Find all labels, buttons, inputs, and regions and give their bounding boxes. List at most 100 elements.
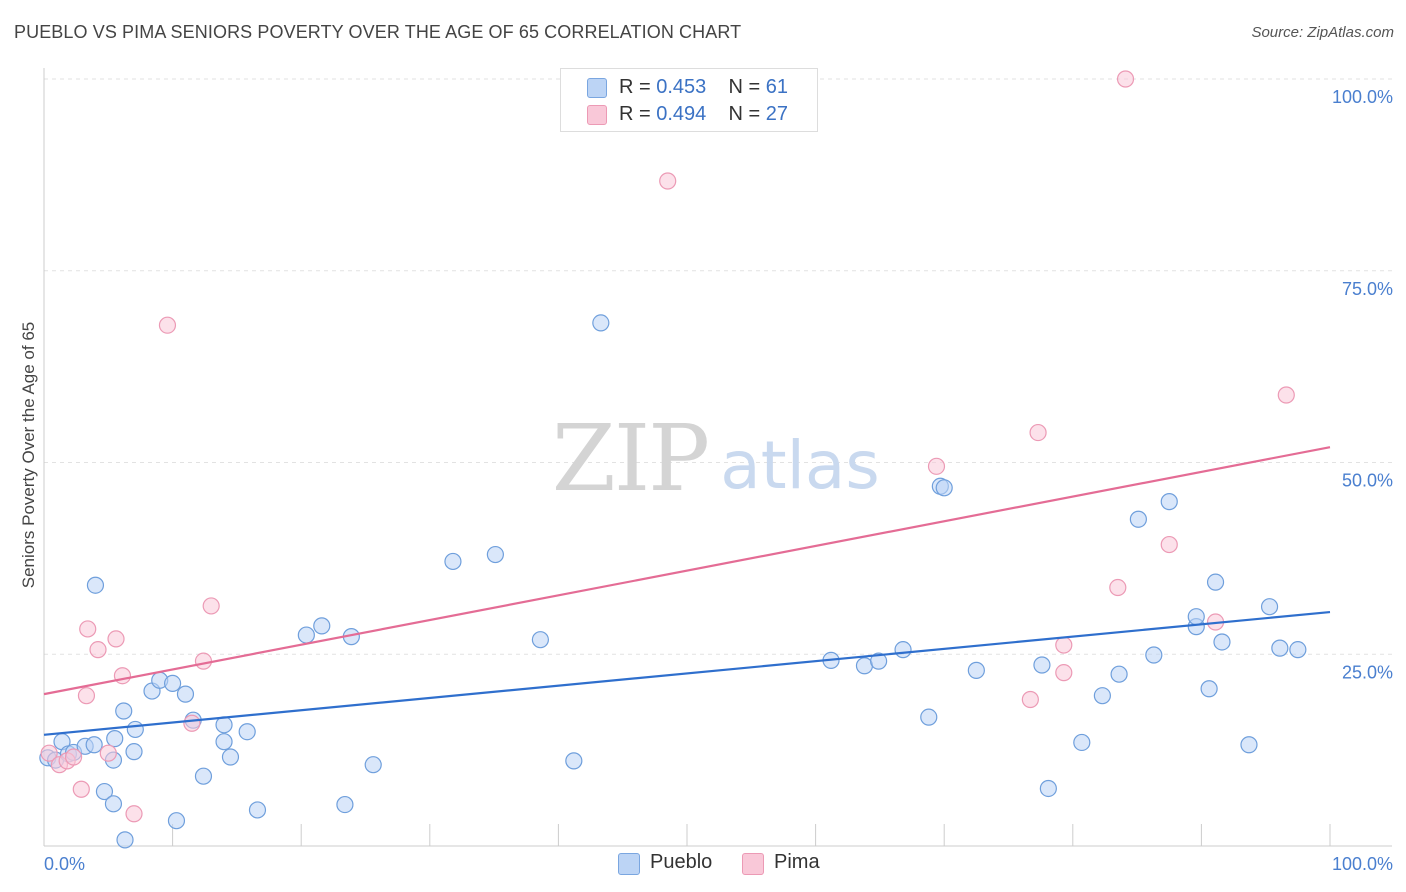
x-tick-label: 0.0%	[44, 854, 85, 874]
data-points	[39, 70, 1307, 849]
data-point-pima	[125, 805, 143, 823]
watermark: ZIP atlas	[552, 405, 880, 512]
data-point-pueblo	[1160, 493, 1178, 511]
legend: R = 0.453 N = 61 R = 0.494 N = 27	[560, 68, 818, 132]
data-point-pueblo	[167, 812, 186, 830]
data-point-pueblo	[486, 545, 504, 564]
data-point-pueblo	[444, 552, 462, 571]
data-point-pueblo	[565, 752, 583, 770]
data-point-pueblo	[126, 720, 144, 739]
y-tick-label: 50.0%	[1342, 471, 1393, 491]
tick-labels: 25.0% 50.0% 75.0% 100.0% 0.0% 100.0%	[44, 87, 1393, 874]
bottom-legend-swatch-pima	[742, 853, 764, 875]
data-point-pueblo	[1129, 510, 1147, 528]
data-point-pima	[99, 744, 117, 762]
data-point-pueblo	[116, 831, 134, 849]
data-point-pima	[1277, 386, 1295, 404]
data-point-pima	[89, 641, 107, 659]
data-point-pueblo	[1240, 736, 1258, 754]
data-point-pueblo	[1093, 687, 1111, 705]
data-point-pueblo	[935, 479, 953, 497]
data-point-pueblo	[86, 576, 105, 594]
y-tick-label: 100.0%	[1332, 87, 1393, 107]
data-point-pima	[183, 714, 201, 732]
grid-lines	[44, 78, 1392, 655]
legend-swatch-pueblo	[587, 78, 607, 98]
data-point-pueblo	[1187, 608, 1205, 626]
data-point-pueblo	[1073, 733, 1091, 752]
data-point-pima	[194, 652, 213, 670]
data-point-pueblo	[967, 661, 985, 679]
legend-n-value: 61	[765, 76, 789, 98]
data-point-pueblo	[1271, 639, 1289, 657]
watermark-zip: ZIP	[552, 405, 708, 512]
data-point-pueblo	[1206, 573, 1225, 591]
data-point-pima	[79, 620, 97, 638]
series-pima	[40, 70, 1295, 823]
data-point-pima	[927, 457, 946, 475]
bottom-legend-swatch-pueblo	[618, 853, 640, 875]
data-point-pueblo	[1289, 641, 1307, 659]
y-tick-label: 75.0%	[1342, 279, 1393, 299]
data-point-pueblo	[115, 702, 133, 720]
data-point-pueblo	[176, 685, 195, 703]
x-tick-label: 100.0%	[1332, 854, 1393, 874]
data-point-pueblo	[894, 641, 912, 659]
data-point-pueblo	[855, 657, 874, 675]
data-point-pueblo	[95, 782, 114, 801]
data-point-pueblo	[870, 652, 888, 670]
data-point-pima	[1021, 690, 1039, 709]
data-point-pueblo	[920, 708, 938, 726]
data-point-pueblo	[1110, 665, 1128, 683]
bottom-legend-label-pueblo: Pueblo	[650, 851, 713, 873]
data-point-pueblo	[313, 617, 331, 635]
legend-r-value: 0.494	[656, 103, 707, 125]
data-point-pueblo	[531, 631, 549, 649]
data-point-pueblo	[125, 743, 143, 761]
legend-n-label: N =	[728, 76, 766, 98]
data-point-pima	[1055, 636, 1073, 654]
data-point-pima	[1116, 70, 1135, 88]
data-point-pueblo	[215, 733, 233, 751]
data-point-pueblo	[238, 723, 256, 741]
data-point-pima	[158, 316, 177, 334]
data-point-pima	[1055, 664, 1073, 682]
legend-n-label: N =	[728, 103, 766, 125]
data-point-pueblo	[1033, 656, 1051, 674]
data-point-pima	[107, 630, 125, 648]
data-point-pueblo	[1213, 633, 1231, 651]
trend-line-pima	[43, 446, 1331, 696]
data-point-pima	[202, 597, 220, 615]
data-point-pima	[659, 172, 677, 190]
data-point-pueblo	[1200, 680, 1218, 698]
data-point-pima	[72, 780, 90, 798]
data-point-pueblo	[104, 795, 123, 813]
source-credit: Source: ZipAtlas.com	[1251, 24, 1394, 41]
data-point-pima	[113, 667, 132, 685]
data-point-pueblo	[85, 736, 103, 754]
data-point-pueblo	[336, 795, 354, 814]
data-point-pueblo	[248, 801, 267, 819]
data-point-pima	[64, 748, 83, 766]
data-point-pueblo	[1039, 779, 1057, 798]
trend-line-pueblo	[43, 610, 1331, 736]
data-point-pueblo	[1260, 598, 1279, 616]
data-point-pueblo	[221, 748, 240, 766]
y-axis-label: Seniors Poverty Over the Age of 65	[19, 322, 38, 588]
data-point-pima	[40, 744, 58, 762]
data-point-pueblo	[592, 314, 610, 332]
legend-r-label: R =	[619, 103, 657, 125]
trend-lines	[43, 446, 1331, 736]
y-tick-label: 25.0%	[1342, 662, 1393, 682]
data-point-pueblo	[297, 626, 315, 644]
data-point-pueblo	[1145, 646, 1163, 664]
bottom-legend-label-pima: Pima	[774, 851, 820, 873]
data-point-pima	[1029, 423, 1047, 442]
legend-r-value: 0.453	[656, 76, 707, 98]
chart-title: PUEBLO VS PIMA SENIORS POVERTY OVER THE …	[14, 22, 742, 42]
data-point-pima	[1109, 578, 1127, 597]
data-point-pueblo	[194, 767, 213, 785]
data-point-pima	[77, 687, 96, 705]
data-point-pueblo	[106, 730, 124, 748]
